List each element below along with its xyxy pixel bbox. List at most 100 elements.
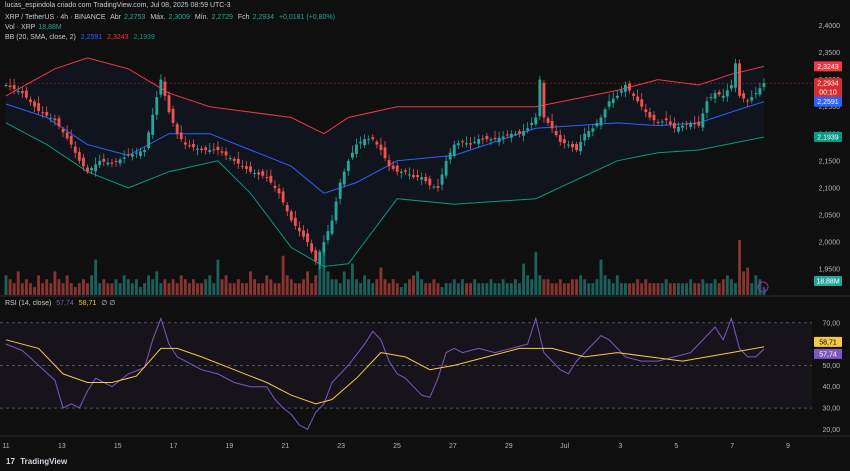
high-value: 2,3009: [168, 14, 190, 21]
candle-body: [526, 128, 530, 131]
candle-body: [277, 188, 281, 194]
candle-body: [660, 121, 664, 123]
volume-bar: [359, 283, 362, 295]
volume-bar: [224, 275, 228, 295]
volume-bar: [579, 275, 583, 295]
symbol-name[interactable]: XRP / TetherUS · 4h · BINANCE: [5, 14, 106, 21]
price-tick-label: 2,2500: [819, 104, 841, 111]
rsi-tag-bg: [814, 336, 842, 347]
volume-bar: [681, 283, 684, 295]
rsi-line: [5, 316, 765, 430]
candle-body: [192, 143, 195, 148]
volume-bar: [249, 271, 252, 295]
volume-bar: [758, 279, 762, 295]
candle-body: [371, 137, 375, 140]
candle-body: [448, 152, 452, 160]
volume-bar: [82, 279, 85, 295]
volume-bar: [322, 247, 326, 295]
candle-body: [363, 139, 367, 146]
volume-bar: [571, 279, 574, 295]
bb-legend[interactable]: BB (20, SMA, close, 2) 2,2591 2,3243 2,1…: [5, 34, 155, 41]
candle-body: [603, 109, 607, 118]
candle-body: [746, 100, 750, 102]
volume-bar: [24, 279, 28, 295]
candle-body: [179, 132, 183, 140]
candle-body: [155, 97, 159, 115]
time-tick-label: 25: [393, 443, 401, 450]
candle-body: [554, 130, 558, 136]
volume-bar: [648, 283, 652, 295]
volume-bar: [183, 279, 187, 295]
volume-bar: [530, 279, 534, 295]
time-tick-label: 17: [170, 443, 178, 450]
volume-bar: [408, 279, 411, 295]
volume-bar: [485, 283, 489, 295]
volume-bar: [236, 279, 240, 295]
bb-band-fill: [6, 57, 764, 267]
tradingview-brand[interactable]: 17 TradingView: [6, 457, 68, 466]
bb-upper-line: [5, 57, 765, 135]
candle-body: [20, 91, 24, 94]
candle-body: [509, 133, 513, 138]
volume-bar: [379, 267, 383, 295]
volume-bar: [575, 279, 578, 295]
candle-body: [342, 171, 346, 185]
volume-bar: [599, 259, 603, 295]
volume-bar: [16, 271, 20, 295]
rsi-legend[interactable]: RSI (14, close) 57,74 58,71 ∅ ∅: [5, 300, 116, 307]
candle-body: [579, 141, 583, 152]
volume-bar: [375, 279, 379, 295]
rsi-tick-label: 20,00: [822, 427, 840, 434]
volume-bar: [167, 283, 171, 295]
volume-bar: [697, 283, 701, 295]
candle-body: [183, 142, 187, 145]
price-tag-bg: [814, 96, 842, 107]
candle-body: [513, 133, 517, 135]
volume-bar: [436, 283, 440, 295]
volume-bar: [387, 283, 391, 295]
candle-body: [110, 162, 114, 164]
price-tick-label: 2,0500: [819, 213, 841, 220]
volume-bar: [155, 271, 159, 295]
volume-bar: [330, 279, 334, 295]
candle-body: [208, 150, 212, 152]
candle-body: [676, 126, 680, 132]
candle-body: [297, 227, 301, 232]
volume-bar: [306, 271, 309, 295]
volume-legend[interactable]: Vol · XRP 18,88M: [5, 24, 62, 31]
low-value: 2,2729: [211, 14, 233, 21]
candle-body: [685, 123, 688, 125]
candle-body: [139, 151, 142, 156]
volume-bar: [428, 283, 432, 295]
candle-body: [61, 128, 65, 133]
candle-body: [200, 148, 204, 150]
volume-bar: [334, 279, 338, 295]
candle-body: [465, 143, 468, 145]
candle-body: [4, 85, 8, 86]
volume-bar: [399, 287, 403, 295]
volume-bar: [542, 279, 546, 295]
volume-bar: [469, 283, 473, 295]
volume-bar: [685, 283, 688, 295]
candle-body: [122, 157, 126, 159]
volume-bar: [73, 287, 77, 295]
candle-body: [734, 63, 737, 88]
bb-lower-value: 2,1939: [133, 34, 155, 41]
rsi-tick-label: 30,00: [822, 406, 840, 413]
volume-bar: [53, 271, 57, 295]
candle-body: [599, 117, 603, 126]
rsi-tag-rsi: 57,74: [819, 351, 837, 358]
candle-body: [595, 122, 599, 127]
volume-bar: [289, 279, 293, 295]
volume-bar: [49, 283, 53, 295]
candle-body: [452, 144, 456, 156]
volume-bar: [734, 283, 737, 295]
price-tag-bg: [814, 78, 842, 89]
volume-bar: [611, 283, 615, 295]
candle-body: [130, 154, 134, 157]
price-tag-last-price: 2,2934: [817, 81, 839, 88]
volume-bar: [725, 275, 729, 295]
candle-body: [228, 158, 232, 160]
volume-bar: [624, 283, 627, 295]
